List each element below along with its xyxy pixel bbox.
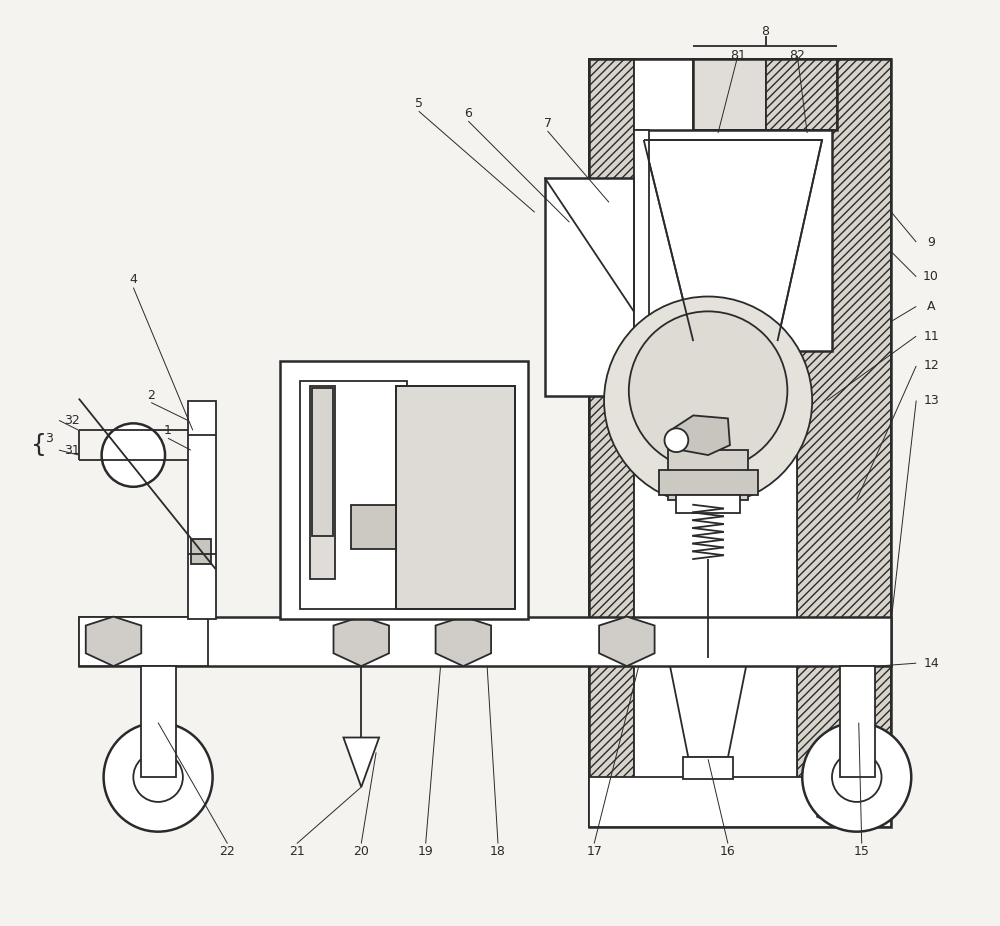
Text: 17: 17 [586, 845, 602, 858]
Text: 32: 32 [64, 414, 80, 427]
Bar [797, 58, 891, 827]
Circle shape [104, 722, 213, 832]
Text: 11: 11 [923, 330, 939, 343]
Bar [693, 58, 837, 130]
Polygon shape [644, 140, 822, 341]
Bar [589, 58, 634, 827]
Bar [683, 757, 733, 779]
Polygon shape [86, 617, 141, 666]
Text: 82: 82 [789, 49, 805, 62]
Text: 1: 1 [164, 424, 172, 437]
Text: A: A [927, 300, 935, 313]
Bar [766, 58, 837, 130]
Text: 8: 8 [762, 25, 770, 38]
Text: 5: 5 [415, 96, 423, 110]
Polygon shape [334, 617, 389, 666]
Text: 9: 9 [927, 235, 935, 248]
Text: 3: 3 [45, 432, 53, 444]
Circle shape [102, 423, 165, 487]
Text: 13: 13 [923, 394, 939, 407]
Polygon shape [668, 658, 748, 757]
Bar [693, 58, 766, 130]
Text: 20: 20 [353, 845, 369, 858]
Bar [396, 386, 515, 608]
Circle shape [604, 296, 812, 505]
Polygon shape [817, 777, 867, 827]
Bar [545, 178, 634, 395]
Circle shape [832, 752, 882, 802]
Bar [188, 401, 216, 619]
Bar [280, 361, 528, 619]
Polygon shape [670, 416, 730, 455]
Bar [797, 58, 891, 827]
Text: 7: 7 [544, 117, 552, 130]
Text: 12: 12 [923, 359, 939, 372]
Circle shape [133, 752, 183, 802]
Text: {: { [31, 433, 47, 457]
Polygon shape [343, 737, 379, 787]
Polygon shape [436, 617, 491, 666]
Bar [396, 386, 515, 608]
Bar [668, 450, 748, 500]
Bar [312, 388, 333, 536]
Bar [589, 777, 891, 827]
Bar [141, 666, 176, 777]
Circle shape [802, 722, 911, 832]
Text: 14: 14 [923, 657, 939, 669]
Bar [351, 505, 406, 549]
Text: 21: 21 [289, 845, 305, 858]
Polygon shape [599, 617, 655, 666]
Text: 2: 2 [147, 389, 155, 402]
Bar [659, 469, 758, 494]
Text: 81: 81 [730, 49, 746, 62]
Circle shape [629, 311, 787, 469]
Bar [676, 494, 740, 513]
Text: 18: 18 [490, 845, 506, 858]
Circle shape [665, 429, 688, 452]
Bar [300, 381, 407, 608]
Text: 6: 6 [464, 106, 472, 119]
Text: 16: 16 [720, 845, 736, 858]
Bar [634, 130, 649, 351]
Text: 19: 19 [418, 845, 434, 858]
Text: 4: 4 [129, 273, 137, 286]
Bar [634, 130, 832, 351]
Bar [840, 666, 875, 777]
Bar [589, 58, 634, 827]
Bar [79, 617, 208, 666]
Text: 15: 15 [854, 845, 870, 858]
Bar [191, 539, 211, 564]
Text: 10: 10 [923, 270, 939, 283]
Bar [310, 386, 335, 579]
Bar [79, 617, 891, 666]
Text: 22: 22 [220, 845, 235, 858]
Bar [634, 58, 797, 827]
Bar [589, 58, 891, 827]
Text: 31: 31 [64, 444, 80, 457]
